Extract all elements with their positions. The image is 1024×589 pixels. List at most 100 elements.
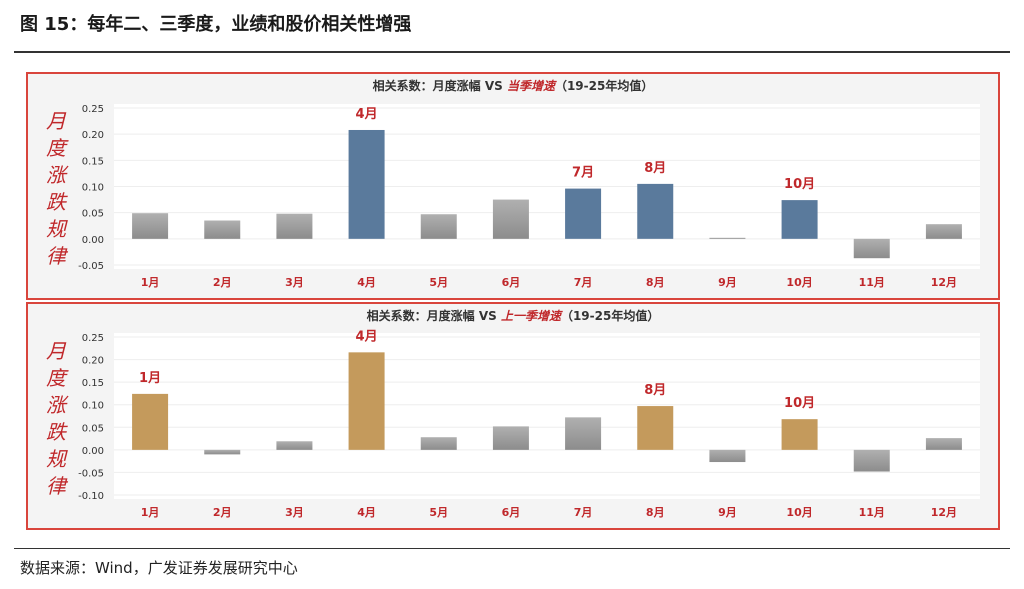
chart-title-emphasis: 当季增速 <box>507 79 557 93</box>
y-tick-label: 0.10 <box>82 183 104 194</box>
y-tick-label: 0.25 <box>82 333 104 344</box>
y-tick-label: 0.25 <box>82 104 104 115</box>
bar-4月 <box>348 129 385 239</box>
y-tick-label: 0.00 <box>82 235 104 246</box>
y-tick-label: -0.05 <box>78 468 104 479</box>
chart-panel-previous-quarter: 相关系数：月度涨幅 VS 上一季增速（19-25年均值） 月度涨跌规律 0.25 0.… <box>26 302 1000 530</box>
bar-12月 <box>925 224 962 239</box>
x-tick-label: 5月 <box>429 506 448 519</box>
x-tick-label: 12月 <box>931 276 957 289</box>
bar-8月 <box>637 406 674 450</box>
x-tick-label: 3月 <box>285 276 304 289</box>
bar-2月 <box>204 220 241 239</box>
bar-annotation-7月: 7月 <box>572 166 594 181</box>
y-tick-label: 0.15 <box>82 378 104 389</box>
bar-annotation-4月: 4月 <box>356 107 378 122</box>
side-label-char: 度 <box>46 136 69 160</box>
bar-10月 <box>781 200 818 239</box>
x-tick-label: 10月 <box>786 276 812 289</box>
x-tick-label: 9月 <box>718 276 737 289</box>
bar-annotation-10月: 10月 <box>784 177 815 192</box>
chart-panel-current-quarter: 相关系数：月度涨幅 VS 当季增速（19-25年均值） 月度涨跌规律 0.25 0.2… <box>26 72 1000 300</box>
bar-annotation-8月: 8月 <box>644 383 666 398</box>
bar-4月 <box>348 352 385 450</box>
bar-8月 <box>637 183 674 239</box>
y-tick-label: 0.05 <box>82 209 104 220</box>
bar-7月 <box>565 188 602 239</box>
bar-annotation-1月: 1月 <box>139 371 161 386</box>
chart-title-prefix: 相关系数：月度涨幅 VS <box>373 78 507 93</box>
side-label-char: 律 <box>46 474 69 498</box>
bar-annotation-4月: 4月 <box>356 329 378 344</box>
bar-12月 <box>925 438 962 450</box>
side-label-char: 涨 <box>46 393 69 417</box>
y-tick-label: 0.10 <box>82 401 104 412</box>
x-tick-label: 6月 <box>502 276 521 289</box>
bar-6月 <box>492 426 529 450</box>
x-tick-label: 7月 <box>574 506 593 519</box>
plot-area <box>114 333 980 499</box>
side-label-char: 月 <box>46 339 67 363</box>
side-label-char: 跌 <box>46 420 68 444</box>
x-tick-label: 4月 <box>357 506 376 519</box>
x-tick-label: 1月 <box>141 276 160 289</box>
x-tick-label: 8月 <box>646 506 665 519</box>
bar-9月 <box>709 449 746 463</box>
chart-title-suffix: （19-25年均值） <box>555 78 653 93</box>
bar-5月 <box>420 437 457 450</box>
bar-annotation-8月: 8月 <box>644 161 666 176</box>
bar-11月 <box>853 449 890 472</box>
side-label-char: 月 <box>46 109 67 133</box>
x-tick-label: 7月 <box>574 276 593 289</box>
bar-1月 <box>132 213 169 239</box>
bar-annotation-10月: 10月 <box>784 396 815 411</box>
x-tick-label: 3月 <box>285 506 304 519</box>
bar-3月 <box>276 213 313 239</box>
x-tick-label: 1月 <box>141 506 160 519</box>
y-tick-label: 0.20 <box>82 356 104 367</box>
x-tick-label: 5月 <box>429 276 448 289</box>
side-label-char: 规 <box>46 217 68 241</box>
bar-6月 <box>492 199 529 239</box>
x-tick-label: 10月 <box>786 506 812 519</box>
x-tick-label: 11月 <box>859 276 885 289</box>
chart-title: 相关系数：月度涨幅 VS 当季增速（19-25年均值） <box>373 78 654 93</box>
bar-1月 <box>132 393 169 450</box>
x-tick-label: 11月 <box>859 506 885 519</box>
chart-title: 相关系数：月度涨幅 VS 上一季增速（19-25年均值） <box>367 308 660 323</box>
side-label-char: 涨 <box>46 163 69 187</box>
source-note: 数据来源：Wind，广发证券发展研究中心 <box>20 559 298 577</box>
x-tick-label: 4月 <box>357 276 376 289</box>
side-label-char: 规 <box>46 447 68 471</box>
bar-11月 <box>853 238 890 259</box>
side-label-char: 律 <box>46 244 69 268</box>
x-tick-label: 2月 <box>213 276 232 289</box>
bar-5月 <box>420 214 457 239</box>
figure-title: 图 15：每年二、三季度，业绩和股价相关性增强 <box>20 14 412 35</box>
y-tick-label: 0.15 <box>82 156 104 167</box>
x-tick-label: 2月 <box>213 506 232 519</box>
chart-title-prefix: 相关系数：月度涨幅 VS <box>367 308 501 323</box>
bar-2月 <box>204 449 241 455</box>
side-label-char: 跌 <box>46 190 68 214</box>
y-tick-label: 0.20 <box>82 130 104 141</box>
x-tick-label: 8月 <box>646 276 665 289</box>
top-rule <box>14 51 1010 53</box>
side-label-char: 度 <box>46 366 69 390</box>
bar-3月 <box>276 441 313 450</box>
x-tick-label: 12月 <box>931 506 957 519</box>
chart-title-emphasis: 上一季增速 <box>501 309 563 323</box>
bar-7月 <box>565 417 602 450</box>
x-tick-label: 9月 <box>718 506 737 519</box>
y-tick-label: 0.05 <box>82 423 104 434</box>
y-tick-label: -0.05 <box>78 261 104 272</box>
bar-9月 <box>709 237 746 239</box>
y-tick-label: 0.00 <box>82 446 104 457</box>
y-tick-label: -0.10 <box>78 491 104 502</box>
bottom-rule <box>14 548 1010 549</box>
bar-10月 <box>781 419 818 450</box>
chart-title-suffix: （19-25年均值） <box>561 308 659 323</box>
